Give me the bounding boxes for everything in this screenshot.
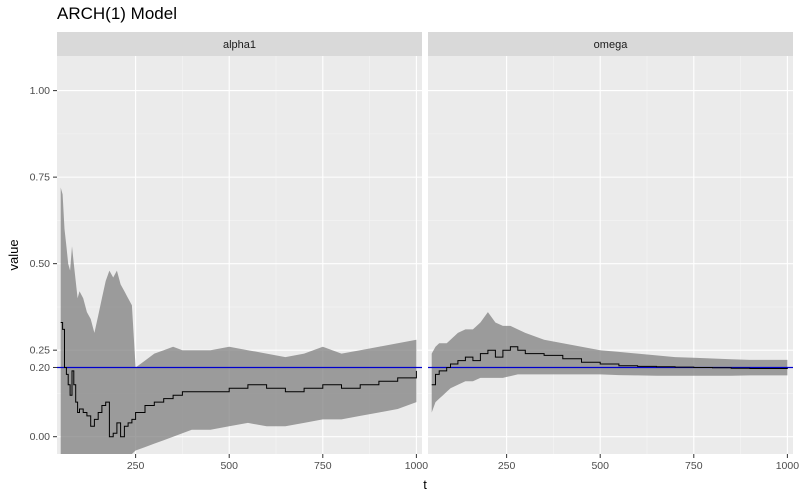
x-tick-label: 500 <box>591 460 609 472</box>
x-tick-label: 250 <box>498 460 516 472</box>
panel-group-omega: omega <box>428 32 793 454</box>
y-tick-label: 1.00 <box>30 85 51 97</box>
major-gridlines-omega <box>428 56 793 454</box>
x-tick-label: 1000 <box>776 460 800 472</box>
panel-background-omega <box>428 56 793 454</box>
band-omega <box>431 312 788 413</box>
confidence-band-alpha1 <box>60 187 417 454</box>
y-tick-label: 0.20 <box>30 362 51 374</box>
y-tick-label: 0.75 <box>30 172 51 184</box>
x-axis: 250 500 750 1000 250 500 750 1000 <box>127 454 799 472</box>
chart-title: ARCH(1) Model <box>57 4 177 23</box>
y-axis-label: value <box>6 239 21 270</box>
y-tick-label: 0.25 <box>30 345 51 357</box>
strip-label-alpha1: alpha1 <box>223 39 256 51</box>
y-axis: 0.00 0.20 0.25 0.50 0.75 1.00 <box>30 85 57 443</box>
panel-group-alpha1: alpha1 <box>57 32 422 454</box>
x-tick-label: 500 <box>220 460 238 472</box>
y-tick-label: 0.00 <box>30 431 51 443</box>
x-tick-label: 250 <box>127 460 145 472</box>
confidence-band-omega <box>431 312 788 413</box>
strip-background-omega <box>428 32 793 56</box>
strip-background-alpha1 <box>57 32 422 56</box>
x-axis-label: t <box>423 477 427 492</box>
x-tick-label: 1000 <box>405 460 429 472</box>
estimate-line-omega <box>431 346 788 386</box>
band-alpha1 <box>60 187 417 454</box>
x-tick-label: 750 <box>685 460 703 472</box>
x-tick-label: 750 <box>314 460 332 472</box>
y-tick-label: 0.50 <box>30 258 51 270</box>
estimate-line-alpha1 <box>60 322 417 438</box>
strip-label-omega: omega <box>594 39 629 51</box>
minor-gridlines-omega <box>428 56 793 454</box>
